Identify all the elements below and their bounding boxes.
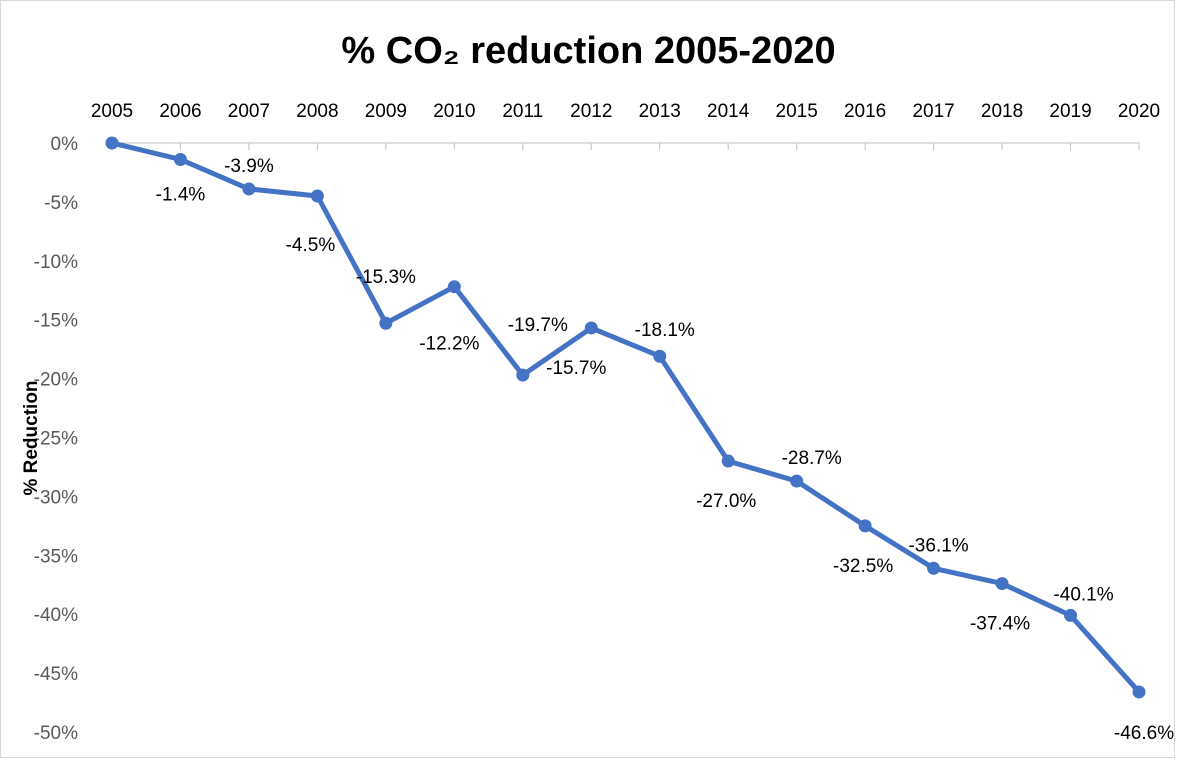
x-tick-label: 2008	[296, 101, 338, 122]
y-tick-label: -30%	[34, 487, 78, 508]
y-tick-label: -45%	[34, 664, 78, 685]
x-tick-label: 2010	[433, 101, 475, 122]
data-label: -37.4%	[970, 614, 1030, 635]
data-label: -18.1%	[635, 320, 695, 341]
x-tick-label: 2011	[502, 101, 543, 122]
x-tick-label: 2006	[159, 101, 201, 122]
chart-title: % CO₂ reduction 2005-2020	[341, 30, 836, 72]
data-point	[1064, 608, 1078, 622]
data-point	[242, 182, 256, 196]
data-point	[790, 474, 804, 488]
data-labels: -1.4% -3.9% -4.5% -15.3% -12.2% -19.7% -15.7% -…	[156, 156, 1175, 744]
data-label: -15.3%	[356, 267, 416, 288]
data-point	[310, 189, 324, 203]
x-axis-ticks: 2005 2006 2007 2008 2009 2010 2011 2012 2013 2014…	[91, 101, 1160, 122]
x-axis	[111, 142, 1140, 150]
y-tick-label: -40%	[34, 605, 78, 626]
data-label: -46.6%	[1114, 723, 1174, 744]
x-tick-label: 2007	[228, 101, 270, 122]
data-label: -19.7%	[508, 315, 568, 336]
series-points	[105, 136, 1146, 699]
data-point	[105, 136, 119, 150]
x-tick-label: 2018	[981, 101, 1023, 122]
series-line-group	[109, 140, 1142, 695]
y-tick-label: -10%	[34, 252, 78, 273]
x-tick-label: 2020	[1118, 101, 1160, 122]
data-point	[379, 316, 393, 330]
data-label: -32.5%	[833, 556, 893, 577]
data-point	[447, 280, 461, 294]
data-point	[995, 577, 1009, 591]
y-tick-label: -15%	[34, 311, 78, 332]
y-tick-label: -5%	[44, 193, 78, 214]
data-point	[516, 368, 530, 382]
y-axis-title: % Reduction	[21, 380, 42, 495]
data-point	[653, 349, 667, 363]
data-label: -3.9%	[224, 156, 274, 177]
data-point	[173, 152, 187, 166]
data-label: -28.7%	[782, 448, 842, 469]
data-label: -1.4%	[156, 184, 206, 205]
x-tick-label: 2013	[639, 101, 681, 122]
data-label: -27.0%	[696, 491, 756, 512]
y-tick-label: -25%	[34, 429, 78, 450]
data-point	[927, 561, 941, 575]
y-tick-label: 0%	[51, 134, 79, 155]
x-tick-label: 2005	[91, 101, 133, 122]
x-tick-label: 2017	[912, 101, 954, 122]
data-point	[721, 454, 735, 468]
x-tick-label: 2014	[707, 101, 750, 122]
data-point	[858, 519, 872, 533]
x-tick-label: 2019	[1049, 101, 1091, 122]
data-point	[1132, 685, 1146, 699]
y-tick-label: -20%	[34, 370, 78, 391]
series-line	[109, 140, 1142, 695]
y-axis-ticks: 0% -5% -10% -15% -20% -25% -30% -35% -40% -45% -50…	[34, 134, 78, 744]
x-tick-label: 2016	[844, 101, 886, 122]
data-label: -12.2%	[419, 334, 479, 355]
data-label: -40.1%	[1053, 584, 1113, 605]
x-tick-label: 2009	[365, 101, 407, 122]
data-label: -36.1%	[908, 535, 968, 556]
x-tick-label: 2012	[570, 101, 612, 122]
x-tick-label: 2015	[776, 101, 818, 122]
data-point	[584, 321, 598, 335]
data-label: -4.5%	[286, 235, 336, 256]
y-tick-label: -35%	[34, 546, 78, 567]
data-label: -15.7%	[546, 358, 606, 379]
y-tick-label: -50%	[34, 723, 78, 744]
